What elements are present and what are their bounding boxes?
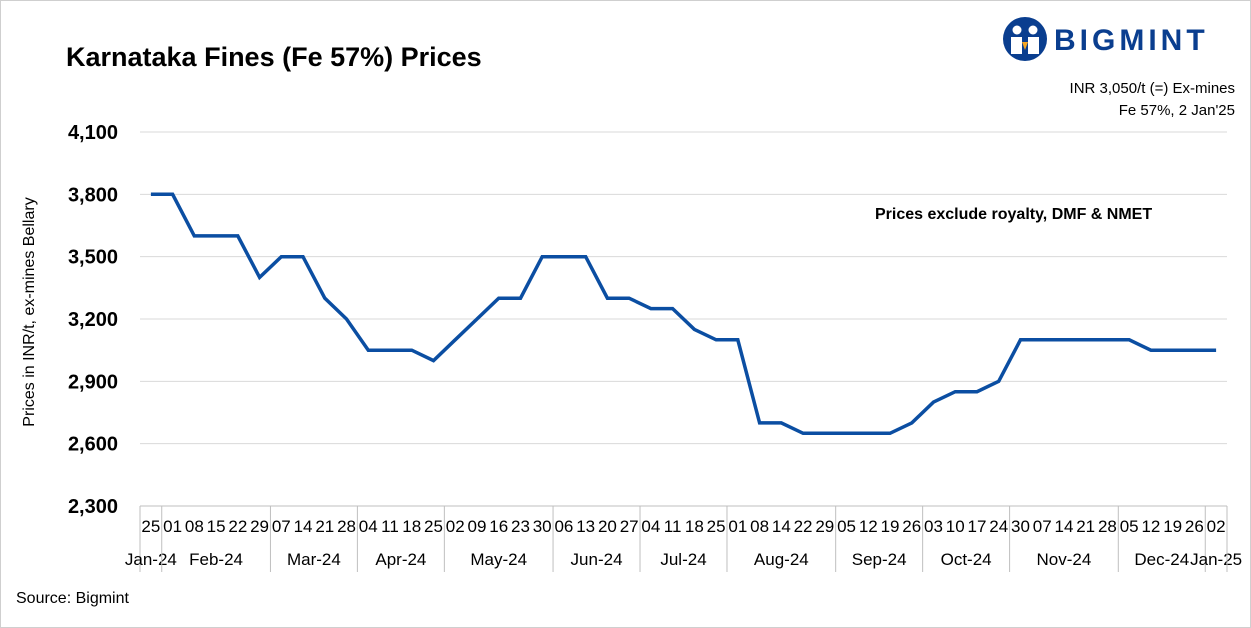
x-tick-label: 24: [989, 517, 1008, 536]
month-label: Nov-24: [1037, 550, 1092, 569]
x-tick-label: 07: [1033, 517, 1052, 536]
x-tick-label: 11: [381, 517, 399, 536]
y-tick-label: 2,300: [68, 496, 118, 518]
x-tick-label: 02: [446, 517, 465, 536]
x-tick-label: 04: [359, 517, 378, 536]
y-tick-label: 2,900: [68, 371, 118, 393]
x-tick-label: 18: [685, 517, 704, 536]
x-tick-label: 11: [664, 517, 682, 536]
x-tick-label: 14: [294, 517, 313, 536]
x-tick-label: 04: [641, 517, 660, 536]
x-tick-label: 12: [859, 517, 878, 536]
x-tick-label: 10: [946, 517, 965, 536]
x-tick-label: 08: [185, 517, 204, 536]
month-label: Feb-24: [189, 550, 243, 569]
x-tick-label: 25: [141, 517, 160, 536]
x-tick-label: 25: [424, 517, 443, 536]
month-label: Jan-24: [125, 550, 177, 569]
price-info-line2: Fe 57%, 2 Jan'25: [1118, 102, 1235, 119]
x-tick-label: 29: [815, 517, 834, 536]
x-tick-label: 30: [533, 517, 552, 536]
y-tick-label: 4,100: [68, 122, 118, 144]
x-tick-label: 28: [1098, 517, 1117, 536]
x-tick-label: 08: [750, 517, 769, 536]
x-tick-label: 28: [337, 517, 356, 536]
month-label: Oct-24: [941, 550, 992, 569]
x-tick-label: 01: [728, 517, 747, 536]
price-series-line: [150, 192, 1217, 436]
month-label: Jun-24: [571, 550, 623, 569]
x-tick-label: 03: [924, 517, 943, 536]
x-tick-label: 27: [620, 517, 639, 536]
y-tick-label: 3,200: [68, 309, 118, 331]
x-tick-label: 09: [468, 517, 487, 536]
x-tick-label: 19: [1163, 517, 1182, 536]
month-label: Aug-24: [754, 550, 809, 569]
x-tick-label: 06: [554, 517, 573, 536]
x-tick-label: 23: [511, 517, 530, 536]
x-tick-label: 05: [1120, 517, 1139, 536]
x-tick-label: 26: [902, 517, 921, 536]
x-tick-label: 29: [250, 517, 269, 536]
series-layer: [150, 192, 1217, 436]
brand-logo: BIGMINT: [1002, 16, 1240, 66]
x-tick-label: 15: [207, 517, 226, 536]
x-tick-label: 14: [772, 517, 791, 536]
x-tick-label: 20: [598, 517, 617, 536]
x-tick-label: 21: [315, 517, 334, 536]
month-label: May-24: [470, 550, 527, 569]
x-tick-label: 17: [968, 517, 987, 536]
x-tick-label: 16: [489, 517, 508, 536]
x-tick-label: 12: [1141, 517, 1160, 536]
y-tick-layer: 2,300 2,600 2,900 3,200 3,500 3,800 4,100: [68, 122, 118, 518]
price-info: INR 3,050/t (=) Ex-mines Fe 57%, 2 Jan'2…: [1070, 78, 1235, 122]
month-label: Jan-25: [1190, 550, 1242, 569]
month-label: Apr-24: [375, 550, 426, 569]
x-tick-layer: 25 01 08 15 22 29 07 14 21 28 04 11 18 25 02 09 16 23 30 06…: [125, 505, 1242, 572]
month-label: Mar-24: [287, 550, 341, 569]
month-label: Sep-24: [852, 550, 907, 569]
x-tick-label: 25: [707, 517, 726, 536]
brand-name: BIGMINT: [1054, 24, 1209, 57]
price-info-line1: INR 3,050/t (=) Ex-mines: [1069, 80, 1235, 97]
x-tick-label: 30: [1011, 517, 1030, 536]
x-tick-label: 13: [576, 517, 595, 536]
x-tick-label: 22: [794, 517, 813, 536]
y-axis-label: Prices in INR/t, ex-mines Bellary: [21, 197, 38, 426]
x-tick-label: 21: [1076, 517, 1095, 536]
chart-note: Prices exclude royalty, DMF & NMET: [875, 206, 1153, 223]
brand-mark-icon: [1003, 17, 1047, 61]
y-tick-label: 2,600: [68, 434, 118, 456]
y-tick-label: 3,500: [68, 247, 118, 269]
x-tick-label: 18: [402, 517, 421, 536]
x-tick-label: 26: [1185, 517, 1204, 536]
x-tick-label: 01: [163, 517, 182, 536]
x-tick-label: 19: [881, 517, 900, 536]
y-tick-label: 3,800: [68, 184, 118, 206]
x-tick-label: 05: [837, 517, 856, 536]
x-tick-label: 22: [228, 517, 247, 536]
month-label: Dec-24: [1134, 550, 1189, 569]
chart-title: Karnataka Fines (Fe 57%) Prices: [66, 42, 482, 72]
x-tick-label: 02: [1207, 517, 1226, 536]
month-label: Jul-24: [660, 550, 706, 569]
x-tick-label: 14: [1054, 517, 1073, 536]
source-text: Source: Bigmint: [16, 590, 129, 607]
x-tick-label: 07: [272, 517, 291, 536]
